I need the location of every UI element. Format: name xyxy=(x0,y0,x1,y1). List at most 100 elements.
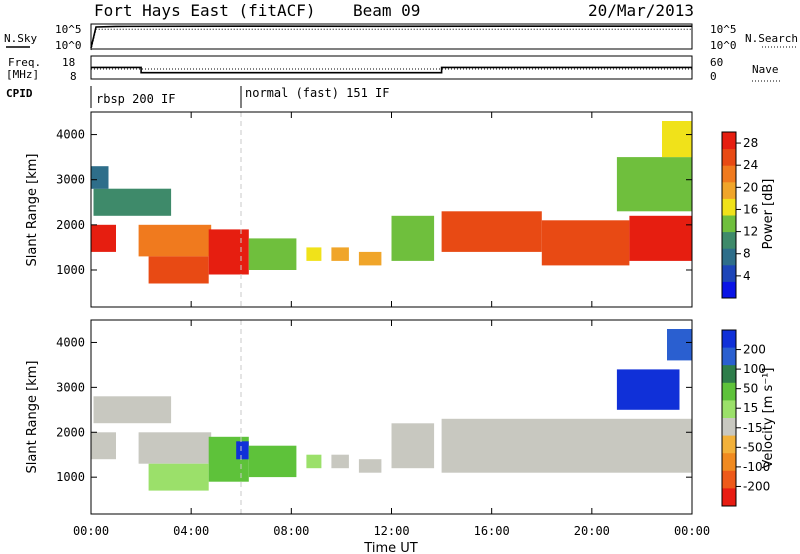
colorbar-tick-label-200: 200 xyxy=(743,343,766,357)
noise-right-tick-top: 10^5 xyxy=(710,23,737,36)
x-tick-label-6: 00:00 xyxy=(674,524,710,538)
scatter-region-2 xyxy=(93,396,172,424)
colorbar-swatch-6 xyxy=(722,418,736,437)
velocity-ylabel: Slant Range [km] xyxy=(25,361,40,474)
xaxis-label: Time UT xyxy=(363,541,417,554)
colorbar-tick-label--200: -200 xyxy=(743,479,770,493)
noise-right-tick-bottom: 10^0 xyxy=(710,39,737,52)
colorbar-tick-label-50: 50 xyxy=(743,382,758,396)
scatter-region-10 xyxy=(358,251,382,266)
colorbar-swatch-9 xyxy=(722,148,736,166)
colorbar-swatch-8 xyxy=(722,453,736,472)
colorbar-tick-label--15: -15 xyxy=(743,421,763,435)
x-tick-label-1: 04:00 xyxy=(173,524,209,538)
colorbar-swatch-6 xyxy=(722,198,736,216)
power-colorbar-label: Power [dB] xyxy=(761,179,776,250)
scatter-region-1 xyxy=(91,432,116,460)
scatter-region-7 xyxy=(248,445,297,478)
colorbar-tick-label-4: 4 xyxy=(743,269,751,283)
nsearch-series-line xyxy=(90,28,692,51)
scatter-region-13 xyxy=(616,369,680,410)
freq-right-tick-bottom: 0 xyxy=(710,70,717,83)
x-tick-label-4: 16:00 xyxy=(474,524,510,538)
colorbar-swatch-7 xyxy=(722,435,736,454)
power-colorbar xyxy=(722,132,736,299)
velocity-y-axis: 1000 2000 3000 4000 xyxy=(56,335,692,484)
x-tick-label-5: 20:00 xyxy=(574,524,610,538)
x-tick-label-0: 00:00 xyxy=(73,524,109,538)
velocity-colorbar xyxy=(722,330,736,507)
scatter-region-8 xyxy=(306,454,322,469)
y-tick-label-1000: 1000 xyxy=(56,470,85,484)
nsearch-label: N.Search xyxy=(745,32,798,45)
freq-series-line xyxy=(91,66,692,74)
scatter-region-14 xyxy=(667,329,692,361)
noise-left-tick-bottom: 10^0 xyxy=(55,39,82,52)
scatter-region-3 xyxy=(91,166,109,189)
velocity-colorbar-ticks: 200 100 50 15 -15 -50 -100 -200 xyxy=(736,343,770,493)
colorbar-tick-label-24: 24 xyxy=(743,158,758,172)
freq-left-tick-bottom: 8 xyxy=(70,70,77,83)
velocity-colorbar-label: Velocity [m s⁻¹] xyxy=(761,368,776,469)
colorbar-swatch-3 xyxy=(722,365,736,384)
freq-unit-label: [MHz] xyxy=(6,68,39,81)
y-tick-label-4000: 4000 xyxy=(56,128,85,142)
colorbar-swatch-2 xyxy=(722,264,736,282)
scatter-region-16 xyxy=(662,121,692,158)
colorbar-swatch-2 xyxy=(722,347,736,366)
station-title: Fort Hays East (fitACF) xyxy=(94,1,316,20)
colorbar-tick-label--100: -100 xyxy=(743,460,770,474)
nsky-label: N.Sky xyxy=(4,32,37,45)
colorbar-swatch-7 xyxy=(722,181,736,199)
freq-right-tick-top: 60 xyxy=(710,56,723,69)
scatter-region-4 xyxy=(148,463,209,491)
colorbar-tick-label-8: 8 xyxy=(743,247,751,261)
y-tick-label-2000: 2000 xyxy=(56,218,85,232)
time-axis: 00:00 04:00 08:00 12:00 16:00 20:00 00:00 xyxy=(73,112,710,538)
scatter-region-4 xyxy=(138,224,212,257)
colorbar-swatch-8 xyxy=(722,165,736,183)
x-tick-label-3: 12:00 xyxy=(373,524,409,538)
colorbar-tick-label-100: 100 xyxy=(743,362,766,376)
freq-left-tick-top: 18 xyxy=(62,56,75,69)
scatter-region-10 xyxy=(358,459,382,473)
colorbar-tick-label-15: 15 xyxy=(743,401,758,415)
colorbar-tick-label-16: 16 xyxy=(743,202,758,216)
scatter-region-9 xyxy=(331,247,349,261)
colorbar-swatch-5 xyxy=(722,400,736,419)
scatter-region-1 xyxy=(91,224,116,252)
scatter-region-13 xyxy=(541,220,630,266)
y-tick-label-1000: 1000 xyxy=(56,263,85,277)
colorbar-tick-label--50: -50 xyxy=(743,440,763,454)
scatter-region-11 xyxy=(391,423,435,469)
scatter-region-8 xyxy=(306,247,322,261)
velocity-heatmap xyxy=(91,329,692,491)
scatter-region-12 xyxy=(441,211,542,252)
y-tick-label-3000: 3000 xyxy=(56,380,85,394)
beam-label: Beam 09 xyxy=(353,1,420,20)
scatter-region-6 xyxy=(236,441,249,460)
power-colorbar-frame xyxy=(721,131,737,299)
colorbar-swatch-3 xyxy=(722,248,736,266)
power-ylabel: Slant Range [km] xyxy=(25,154,40,267)
colorbar-tick-label-20: 20 xyxy=(743,180,758,194)
nsky-series-line xyxy=(90,25,692,49)
scatter-region-6 xyxy=(208,229,249,275)
noise-strip-frame xyxy=(90,23,693,50)
y-tick-label-2000: 2000 xyxy=(56,425,85,439)
cpid-label: CPID xyxy=(6,87,33,100)
scatter-region-11 xyxy=(391,215,435,261)
scatter-region-9 xyxy=(331,454,349,469)
power-heatmap xyxy=(91,121,692,284)
freq-label: Freq. xyxy=(8,56,41,69)
scatter-region-7 xyxy=(248,238,297,270)
colorbar-swatch-1 xyxy=(722,330,736,349)
colorbar-swatch-10 xyxy=(722,488,736,507)
colorbar-swatch-4 xyxy=(722,231,736,249)
colorbar-tick-label-12: 12 xyxy=(743,225,758,239)
colorbar-swatch-1 xyxy=(722,281,736,299)
scatter-region-12 xyxy=(441,418,692,473)
cpid-segment-1: rbsp 200 IF xyxy=(96,92,175,106)
power-y-axis: 1000 2000 3000 4000 xyxy=(56,128,692,277)
y-tick-label-4000: 4000 xyxy=(56,335,85,349)
